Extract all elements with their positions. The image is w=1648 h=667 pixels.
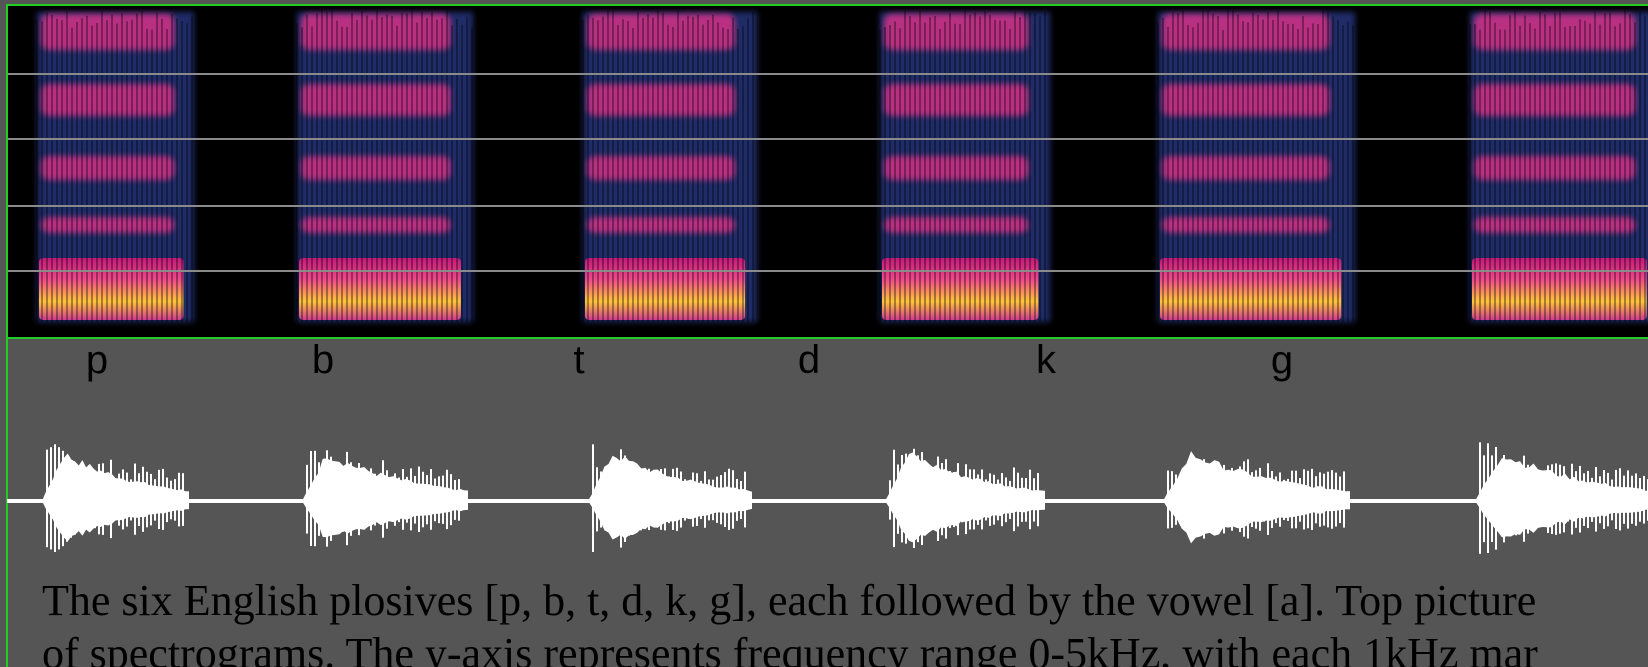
figure: p b t d k g The six English plosives [p,… xyxy=(0,0,1648,667)
phoneme-label: k xyxy=(1036,338,1057,382)
low-formant xyxy=(585,258,745,320)
caption-line: of spectrograms. The y-axis represents f… xyxy=(42,629,1538,667)
formant xyxy=(301,84,451,116)
caption-line: The six English plosives [p, b, t, d, k,… xyxy=(42,576,1536,625)
phoneme-label: p xyxy=(86,338,108,382)
formant xyxy=(1162,156,1329,180)
page: p b t d k g The six English plosives [p,… xyxy=(0,0,1648,667)
low-formant xyxy=(1160,258,1341,320)
spectrogram-panel xyxy=(7,6,1648,338)
waveforms xyxy=(42,442,1648,554)
phoneme-label: t xyxy=(573,338,584,382)
phoneme-label: b xyxy=(312,338,334,382)
phoneme-label: d xyxy=(798,338,820,382)
formant xyxy=(301,217,451,233)
formant xyxy=(1162,217,1329,233)
formant xyxy=(301,14,451,50)
formant xyxy=(1162,14,1329,50)
phoneme-label: g xyxy=(1271,338,1293,382)
formant xyxy=(1162,84,1329,116)
formant xyxy=(301,156,451,180)
